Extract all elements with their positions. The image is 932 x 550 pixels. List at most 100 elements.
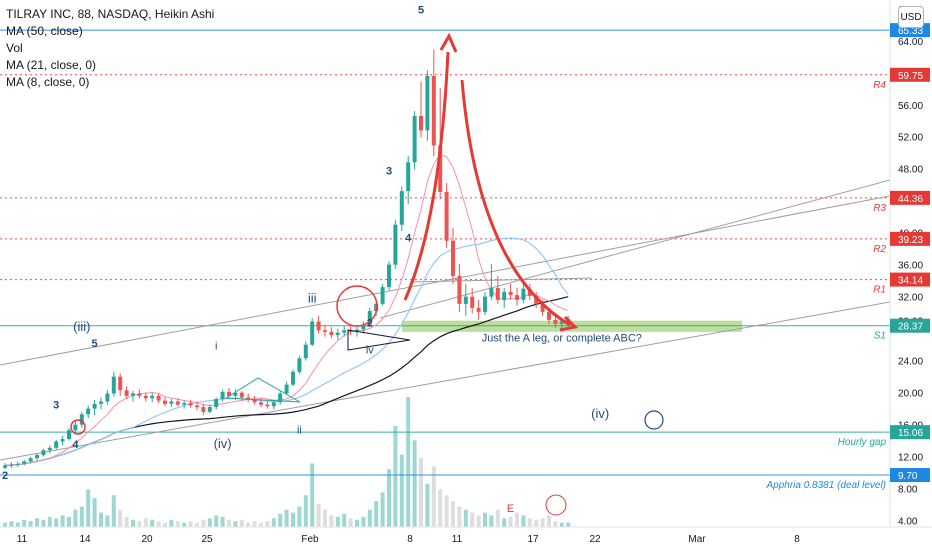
volume-bar xyxy=(137,521,142,527)
candle-body xyxy=(323,330,327,332)
candles xyxy=(3,49,571,470)
candle-body xyxy=(483,296,487,312)
price-level-name: R3 xyxy=(873,203,886,214)
y-tick-label: 56.00 xyxy=(898,101,923,112)
volume-bar xyxy=(342,514,347,527)
volume-bar xyxy=(444,495,449,527)
candle-body xyxy=(271,402,276,407)
price-level-tag-label: 9.70 xyxy=(898,471,918,482)
candle-body xyxy=(60,439,65,442)
candle-body xyxy=(86,408,91,415)
volume-bar xyxy=(175,521,180,527)
candle-body xyxy=(35,455,39,459)
candle-body xyxy=(156,395,161,401)
x-tick-label: Mar xyxy=(688,534,706,545)
candle-body xyxy=(457,275,462,304)
volume-bar xyxy=(470,512,475,527)
volume-bar xyxy=(54,518,59,527)
candle-body xyxy=(131,393,135,396)
volume-bar xyxy=(99,512,103,527)
price-level-tag-label: 44.36 xyxy=(898,194,923,205)
candle-body xyxy=(502,291,507,300)
candle-body xyxy=(559,321,564,324)
volume-bar xyxy=(67,516,71,527)
volume-bar xyxy=(47,516,52,527)
candle-body xyxy=(92,403,97,409)
price-level-name: R1 xyxy=(873,285,886,296)
price-level-name: R4 xyxy=(873,80,886,91)
legend-volume[interactable]: Vol xyxy=(6,41,23,55)
candle-body xyxy=(163,400,167,404)
candle-body xyxy=(521,288,526,300)
candle-body xyxy=(316,321,321,331)
volume-bar xyxy=(41,519,46,527)
candle-body xyxy=(220,391,225,400)
candle-body xyxy=(67,430,71,440)
x-tick-label: 17 xyxy=(527,534,539,545)
x-tick-label: 11 xyxy=(17,534,28,545)
volume-bar xyxy=(124,516,129,527)
volume-bar xyxy=(310,463,315,527)
legend-ma21[interactable]: MA (21, close, 0) xyxy=(6,58,97,72)
candle-body xyxy=(431,75,436,146)
ma8-line xyxy=(4,154,569,466)
annotation-question: Just the A leg, or complete ABC? xyxy=(482,332,642,344)
volume-bar xyxy=(131,519,135,527)
volume-bar xyxy=(566,522,571,527)
channel-line xyxy=(0,301,891,461)
candle-body xyxy=(105,393,110,402)
candle-body xyxy=(419,115,423,131)
wave-label: ii xyxy=(297,424,302,436)
candle-body xyxy=(111,376,116,394)
wave-label: iii xyxy=(308,290,317,305)
red-arrow-up xyxy=(403,51,450,301)
price-level-tag xyxy=(890,67,930,82)
x-tick-label: 25 xyxy=(201,534,213,545)
candle-body xyxy=(444,191,449,241)
volume-bar xyxy=(540,518,545,527)
wave-label: 4 xyxy=(405,233,412,245)
volume-bar xyxy=(521,515,526,527)
candle-body xyxy=(214,399,219,408)
candle-body xyxy=(28,458,33,462)
volume-bar xyxy=(399,454,404,527)
currency-button[interactable]: USD xyxy=(898,6,924,28)
triangle-pattern-2 xyxy=(224,377,301,403)
candle-body xyxy=(425,75,430,131)
candle-body xyxy=(380,287,385,304)
price-level-tag-label: 59.75 xyxy=(898,71,923,82)
volume-bar xyxy=(252,521,257,527)
volume-bar xyxy=(79,506,84,527)
candle-body xyxy=(137,393,142,396)
y-tick-label: 36.00 xyxy=(898,261,923,272)
volume-bar xyxy=(239,519,244,527)
circle-3 xyxy=(70,419,86,435)
volume-bar xyxy=(105,515,110,527)
price-level-tag-label: 28.37 xyxy=(898,322,923,333)
candle-body xyxy=(227,391,231,396)
volume-bar xyxy=(502,518,507,527)
volume-bar xyxy=(483,512,487,527)
candle-body xyxy=(259,402,263,405)
volume-bar xyxy=(547,515,551,527)
candle-body xyxy=(406,162,411,192)
legend-ma50[interactable]: MA (50, close) xyxy=(6,24,83,38)
legend-ma8[interactable]: MA (8, close, 0) xyxy=(6,75,90,89)
volume-bar xyxy=(201,519,206,527)
candle-body xyxy=(348,330,353,332)
volume-bar xyxy=(3,522,7,527)
candle-body xyxy=(265,404,270,407)
volume-bar xyxy=(227,519,231,527)
volume-bar xyxy=(374,501,379,527)
volume-bar xyxy=(297,506,302,527)
candle-body xyxy=(239,392,244,398)
volume-bar xyxy=(195,522,199,527)
candle-body xyxy=(495,287,500,300)
candle-body xyxy=(438,145,443,192)
wave-label: (iii) xyxy=(73,319,90,334)
candle-body xyxy=(393,224,398,265)
volume-bar xyxy=(335,516,340,527)
volume-bar xyxy=(214,515,219,527)
candle-body xyxy=(188,403,193,406)
